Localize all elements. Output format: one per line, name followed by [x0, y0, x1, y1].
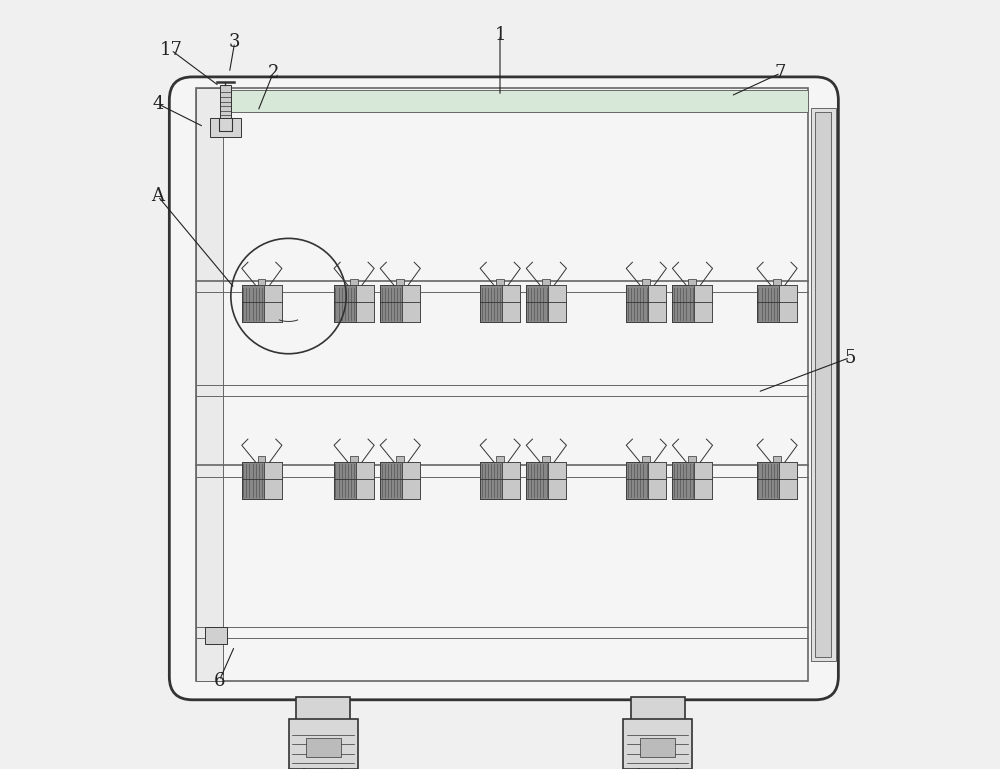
Bar: [196, 88, 808, 681]
Bar: [626, 285, 648, 322]
Bar: [480, 462, 520, 499]
Bar: [402, 285, 420, 322]
Bar: [205, 627, 227, 644]
Bar: [648, 285, 666, 322]
Text: 17: 17: [159, 41, 182, 59]
Bar: [757, 462, 779, 499]
Text: 1: 1: [494, 25, 506, 44]
Bar: [258, 456, 265, 462]
Text: 3: 3: [229, 33, 240, 52]
Bar: [380, 285, 402, 322]
Bar: [220, 85, 231, 118]
Bar: [380, 462, 402, 499]
Bar: [672, 285, 694, 322]
Bar: [264, 462, 282, 499]
Bar: [526, 462, 548, 499]
Bar: [631, 697, 685, 721]
Bar: [757, 285, 779, 322]
Bar: [626, 462, 648, 499]
Bar: [542, 279, 550, 285]
Bar: [242, 462, 264, 499]
Bar: [396, 456, 404, 462]
Bar: [380, 285, 420, 322]
Bar: [773, 279, 781, 285]
Bar: [242, 285, 282, 322]
Bar: [694, 462, 712, 499]
Bar: [480, 462, 502, 499]
Bar: [548, 285, 566, 322]
Bar: [526, 285, 548, 322]
Text: 5: 5: [844, 348, 856, 367]
Bar: [688, 279, 696, 285]
Bar: [196, 90, 808, 112]
Text: 4: 4: [152, 95, 163, 113]
Bar: [496, 456, 504, 462]
Text: 2: 2: [267, 64, 279, 82]
Bar: [623, 719, 692, 769]
Bar: [380, 462, 420, 499]
Bar: [642, 456, 650, 462]
Bar: [526, 462, 566, 499]
Bar: [640, 738, 675, 757]
Bar: [196, 88, 223, 681]
Bar: [402, 462, 420, 499]
Bar: [773, 456, 781, 462]
Bar: [334, 462, 356, 499]
Bar: [496, 279, 504, 285]
Text: 7: 7: [775, 64, 786, 82]
Bar: [350, 279, 358, 285]
Bar: [548, 462, 566, 499]
Bar: [356, 285, 374, 322]
Bar: [672, 462, 712, 499]
Bar: [672, 462, 694, 499]
Bar: [779, 462, 797, 499]
Bar: [334, 462, 374, 499]
Bar: [815, 112, 831, 657]
FancyBboxPatch shape: [169, 77, 838, 700]
Bar: [526, 285, 566, 322]
Bar: [480, 285, 502, 322]
Bar: [242, 462, 282, 499]
Bar: [502, 285, 520, 322]
Bar: [334, 285, 374, 322]
Bar: [258, 279, 265, 285]
Bar: [356, 462, 374, 499]
Bar: [296, 697, 350, 721]
Bar: [694, 285, 712, 322]
Bar: [811, 108, 836, 661]
Bar: [757, 462, 797, 499]
Bar: [264, 285, 282, 322]
Bar: [757, 285, 797, 322]
Bar: [242, 285, 264, 322]
Bar: [289, 719, 358, 769]
Bar: [672, 285, 712, 322]
Bar: [642, 279, 650, 285]
Bar: [688, 456, 696, 462]
Bar: [480, 285, 520, 322]
Bar: [306, 738, 341, 757]
Text: 6: 6: [214, 671, 225, 690]
Bar: [502, 462, 520, 499]
Text: A: A: [151, 187, 164, 205]
Bar: [648, 462, 666, 499]
Bar: [779, 285, 797, 322]
Bar: [542, 456, 550, 462]
Bar: [626, 462, 666, 499]
Bar: [396, 279, 404, 285]
Bar: [350, 456, 358, 462]
Bar: [210, 118, 241, 137]
Bar: [626, 285, 666, 322]
Bar: [334, 285, 356, 322]
